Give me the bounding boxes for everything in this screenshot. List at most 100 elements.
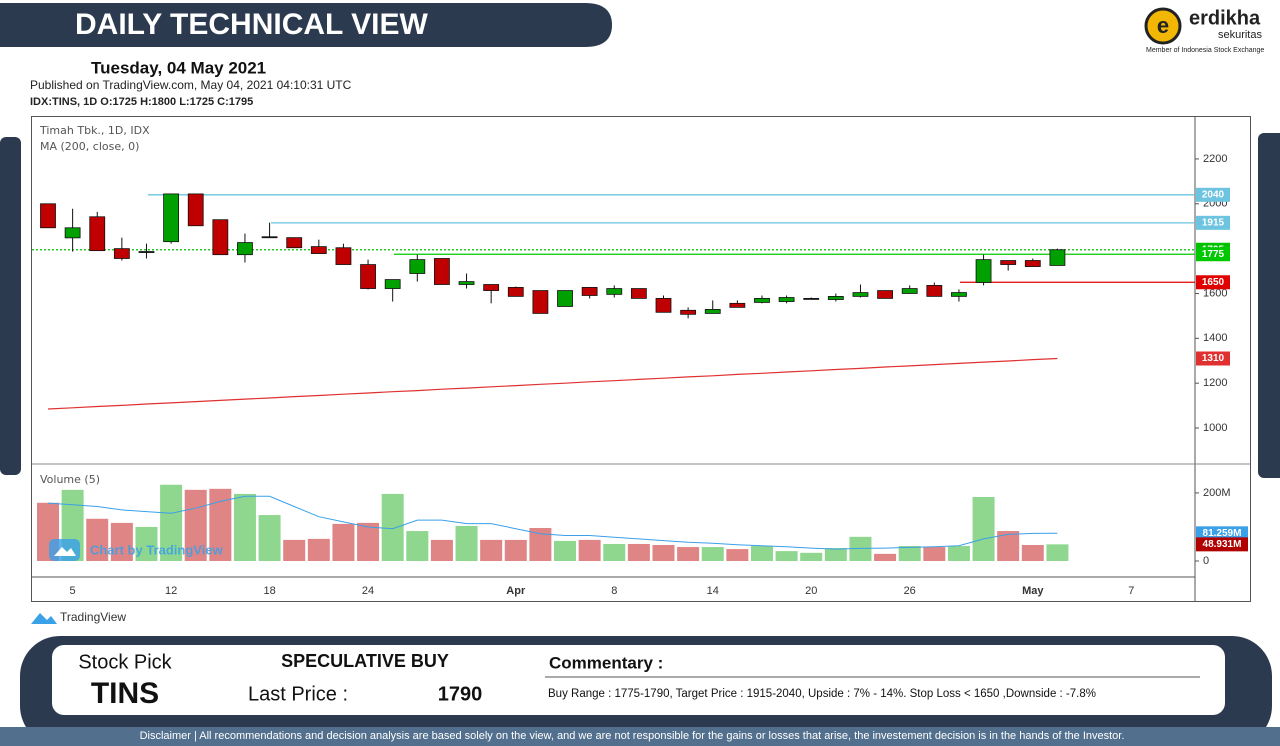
x-tick-label: 7 bbox=[1128, 585, 1134, 597]
logo-name: erdikha bbox=[1189, 7, 1261, 29]
x-tick-label: 14 bbox=[707, 585, 719, 597]
volume-bar bbox=[800, 552, 823, 561]
candle-body bbox=[606, 288, 623, 295]
ma-label: 1310 bbox=[1202, 353, 1225, 364]
commentary-title: Commentary : bbox=[549, 653, 663, 672]
candle-body bbox=[237, 242, 253, 256]
page-title: DAILY TECHNICAL VIEW bbox=[75, 8, 429, 41]
volume-ma-line bbox=[47, 495, 1058, 550]
commentary: Buy Range : 1775-1790, Target Price : 19… bbox=[548, 688, 1096, 700]
y-tick-label: 1600 bbox=[1203, 287, 1227, 299]
volume-bar bbox=[775, 551, 798, 561]
report-date: Tuesday, 04 May 2021 bbox=[91, 58, 266, 77]
candle-body bbox=[434, 258, 450, 285]
chart-title: Timah Tbk., 1D, IDX bbox=[39, 124, 150, 137]
disclaimer: Disclaimer | All recommendations and dec… bbox=[140, 730, 1125, 742]
level-label-box bbox=[1196, 187, 1230, 202]
logo-member: Member of Indonesia Stock Exchange bbox=[1146, 47, 1264, 54]
ohlc: L:1725 bbox=[179, 96, 214, 108]
candle-body bbox=[581, 287, 598, 296]
volume-bar bbox=[430, 539, 453, 561]
volume-legend: Volume (5) bbox=[40, 473, 100, 486]
volume-bar bbox=[824, 548, 847, 561]
candle-body bbox=[335, 247, 352, 265]
x-tick-label: 18 bbox=[263, 585, 275, 597]
candle-body bbox=[384, 279, 401, 289]
volume-bar bbox=[1046, 544, 1069, 561]
candle-body bbox=[877, 290, 893, 299]
volume-bar bbox=[504, 539, 527, 561]
candle-body bbox=[532, 290, 549, 314]
level-label: 1775 bbox=[1202, 249, 1225, 260]
volume-bar bbox=[898, 546, 921, 561]
pick-label: Stock Pick bbox=[78, 651, 172, 673]
candle-body bbox=[310, 246, 327, 254]
symbol: IDX:TINS, 1D bbox=[30, 96, 97, 108]
level-label: 1915 bbox=[1202, 217, 1225, 228]
volume-bar bbox=[258, 515, 281, 561]
x-tick-label: May bbox=[1022, 585, 1044, 597]
candle-body bbox=[655, 298, 672, 313]
candle-body bbox=[1049, 249, 1066, 266]
volume-bar bbox=[726, 549, 749, 561]
volume-label: 48.931M bbox=[1203, 539, 1242, 550]
candle-body bbox=[951, 292, 967, 297]
x-tick-label: 12 bbox=[165, 585, 177, 597]
volume-ma-label-box bbox=[1196, 526, 1248, 541]
brand-icon bbox=[31, 613, 57, 624]
x-tick-label: 24 bbox=[362, 585, 374, 597]
header-band bbox=[0, 3, 612, 47]
side-tab bbox=[1258, 133, 1280, 478]
price-label: Last Price : bbox=[248, 683, 348, 705]
volume-ma-label: 81.259M bbox=[1203, 528, 1242, 539]
volume-bar bbox=[923, 547, 946, 561]
logo-letter: e bbox=[1157, 13, 1169, 38]
plot-area bbox=[32, 193, 1195, 561]
candle-body bbox=[261, 236, 278, 239]
side-tab bbox=[0, 137, 21, 475]
volume-bar bbox=[283, 539, 306, 561]
symbol-line: IDX:TINS, 1D O:1725 H:1800 L:1725 C:1795 bbox=[30, 96, 253, 108]
candle-body bbox=[827, 295, 844, 300]
volume-bar bbox=[135, 526, 158, 561]
level-label: 1650 bbox=[1202, 277, 1225, 288]
ma-legend: MA (200, close, 0) bbox=[40, 140, 139, 153]
candle-body bbox=[212, 219, 229, 256]
candle-body bbox=[852, 292, 869, 297]
volume-bar bbox=[578, 539, 601, 561]
candle-body bbox=[778, 297, 795, 302]
candle-body bbox=[557, 290, 573, 307]
watermark-icon-shape bbox=[54, 547, 76, 556]
ma-label-box bbox=[1196, 351, 1230, 366]
volume-bar bbox=[947, 546, 970, 561]
candle-body bbox=[409, 259, 426, 274]
candle-body bbox=[729, 302, 746, 308]
volume-bar bbox=[184, 489, 207, 561]
volume-bar bbox=[997, 531, 1020, 561]
ohlc: O:1725 bbox=[100, 96, 137, 108]
volume-bar bbox=[701, 547, 724, 561]
x-tick-label: 20 bbox=[805, 585, 817, 597]
candle-body bbox=[138, 251, 155, 253]
volume-bar bbox=[406, 531, 429, 561]
ma-line bbox=[47, 357, 1058, 410]
volume-bar bbox=[652, 545, 675, 561]
volume-bar bbox=[209, 488, 232, 561]
x-tick-label: Apr bbox=[506, 585, 526, 597]
volume-bar bbox=[480, 539, 503, 561]
candle-body bbox=[64, 227, 81, 239]
pick-box bbox=[52, 645, 1225, 715]
x-tick-label: 5 bbox=[70, 585, 76, 597]
volume-bar bbox=[972, 497, 995, 561]
volume-bar bbox=[849, 536, 872, 561]
ohlc: H:1800 bbox=[140, 96, 176, 108]
y-tick-label: 2200 bbox=[1203, 153, 1227, 165]
volume-bar bbox=[233, 493, 256, 561]
candle-body bbox=[40, 203, 56, 229]
candle-body bbox=[803, 298, 820, 300]
volume-bar bbox=[554, 540, 577, 561]
pick-rating: SPECULATIVE BUY bbox=[281, 651, 449, 671]
candle-body bbox=[483, 284, 500, 291]
